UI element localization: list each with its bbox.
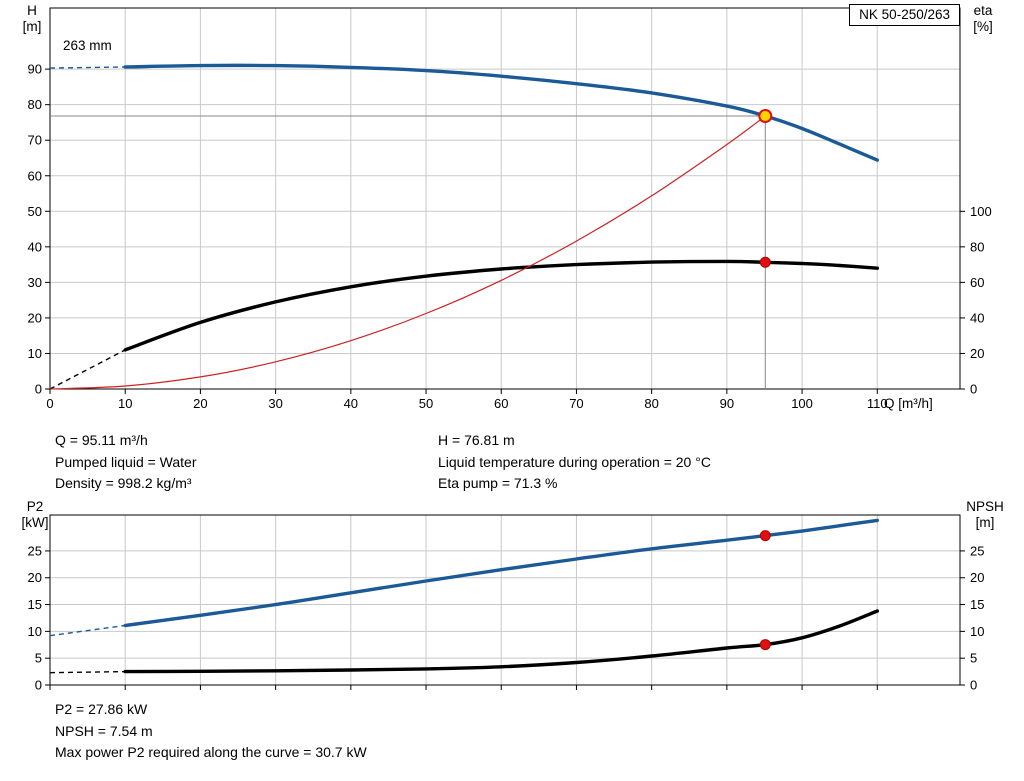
duty-point-p2[interactable] [759,530,771,542]
tick-label: 5 [970,651,977,666]
tick-label: 15 [970,597,984,612]
head-value: H = 76.81 m [438,432,515,448]
tick-label: 100 [791,396,813,411]
flow-axis-label: Q [m³/h] [884,396,933,411]
flow-value: Q = 95.11 m³/h [55,432,148,448]
max-power-note: Max power P2 required along the curve = … [55,744,367,760]
eta-axis-label: eta [%] [962,3,1004,35]
tick-label: 50 [28,204,42,219]
tick-label: 20 [970,570,984,585]
npsh-value: NPSH = 7.54 m [55,722,153,739]
head-axis-label: H [m] [14,3,50,35]
p2-curve-extrapolated [49,624,126,637]
duty-point-head[interactable] [758,109,773,124]
tick-label: 50 [419,396,433,411]
npsh-axis-label-unit-bottom: [m] [975,515,995,530]
p2-axis-label-unit-top: P2 [26,499,44,514]
pumped-liquid-value: Pumped liquid = Water [55,453,197,470]
system-curve [49,115,766,390]
tick-label: 5 [35,651,42,666]
eta-pump-value: Eta pump = 71.3 % [438,475,558,491]
tick-label: 100 [970,204,992,219]
tick-label: 20 [970,346,984,361]
plot-border [49,7,961,390]
tick-label: 10 [970,624,984,639]
tick-label: 0 [35,382,42,397]
pump-model-badge: NK 50-250/263 [849,4,960,26]
tick-label: 0 [35,678,42,693]
tick-label: 30 [28,275,42,290]
efficiency-curve-extrapolated [49,349,126,390]
duty-info-left: Q = 95.11 m³/h Pumped liquid = Water Den… [55,430,197,495]
tick-label: 10 [28,624,42,639]
duty-point-eta[interactable] [759,256,771,268]
p2-axis-label-unit-bottom: [kW] [21,515,49,530]
tick-label: 70 [28,133,42,148]
tick-label: 40 [344,396,358,411]
tick-label: 90 [720,396,734,411]
eta-axis-label-unit-top: eta [973,3,993,18]
tick-label: 40 [28,239,42,254]
duty-info-right: H = 76.81 m Liquid temperature during op… [438,430,711,495]
power-npsh-chart: 0 5 10 15 20 25 0 5 10 15 20 25 [28,514,984,693]
liquid-temperature-value: Liquid temperature during operation = 20… [438,453,711,470]
tick-label: 10 [118,396,132,411]
p2-value: P2 = 27.86 kW [55,701,148,717]
tick-label: 0 [970,382,977,397]
npsh-curve-extrapolated [49,670,126,674]
tick-label: 60 [970,275,984,290]
p2-curve [123,518,879,628]
duty-point-npsh[interactable] [759,639,771,651]
head-curve-extrapolated [49,66,126,69]
npsh-curve [123,609,879,674]
tick-label: 80 [28,97,42,112]
npsh-axis-label: NPSH [m] [960,499,1010,531]
npsh-axis-label-unit-top: NPSH [966,499,1004,514]
power-info: P2 = 27.86 kW NPSH = 7.54 m Max power P2… [55,699,367,764]
tick-label: 60 [28,168,42,183]
tick-label: 25 [970,543,984,558]
tick-label: 80 [644,396,658,411]
tick-label: 80 [970,239,984,254]
head-efficiency-chart: 0 10 20 30 40 50 60 70 80 90 0 20 40 60 80 100 0 10 20 30 40… [28,7,992,411]
tick-label: 10 [28,346,42,361]
tick-label: 25 [28,543,42,558]
tick-label: 110 [867,396,888,411]
plot-border [49,514,961,686]
tick-label: 60 [494,396,508,411]
head-axis-label-unit-bottom: [m] [22,19,42,34]
tick-label: 70 [569,396,583,411]
head-curve [123,63,879,162]
eta-axis-label-unit-bottom: [%] [973,19,993,34]
tick-label: 90 [28,62,42,77]
head-axis-label-unit-top: H [27,3,37,18]
tick-label: 20 [28,570,42,585]
tick-label: 20 [193,396,207,411]
tick-label: 0 [46,396,53,411]
tick-label: 30 [268,396,282,411]
p2-axis-label: P2 [kW] [14,499,56,531]
tick-label: 15 [28,597,42,612]
density-value: Density = 998.2 kg/m³ [55,475,192,491]
tick-label: 0 [970,678,977,693]
impeller-diameter-label: 263 mm [63,38,112,53]
efficiency-curve [123,259,879,352]
tick-label: 20 [28,310,42,325]
tick-label: 40 [970,310,984,325]
